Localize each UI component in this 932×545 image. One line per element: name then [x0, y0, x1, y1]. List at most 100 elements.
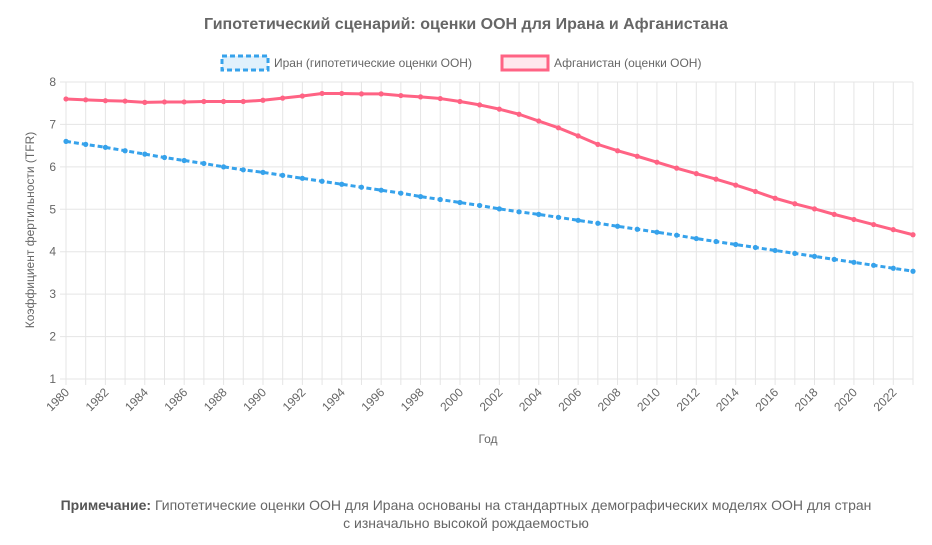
- x-tick-label: 2018: [792, 385, 821, 414]
- data-point[interactable]: [142, 151, 148, 157]
- data-point[interactable]: [674, 165, 680, 171]
- data-point[interactable]: [890, 227, 896, 233]
- data-point[interactable]: [398, 92, 404, 99]
- data-point[interactable]: [220, 98, 227, 105]
- data-point[interactable]: [299, 93, 305, 99]
- x-tick-label: 1982: [83, 385, 112, 414]
- data-point[interactable]: [555, 214, 562, 220]
- legend[interactable]: Иран (гипотетические оценки ООН) Афганис…: [220, 54, 701, 72]
- data-point[interactable]: [122, 98, 128, 104]
- x-tick-label: 2010: [634, 385, 663, 414]
- data-point[interactable]: [102, 144, 108, 150]
- data-point[interactable]: [693, 235, 699, 242]
- data-point[interactable]: [63, 96, 69, 102]
- data-point[interactable]: [575, 133, 581, 139]
- data-point[interactable]: [713, 176, 719, 182]
- data-point[interactable]: [654, 229, 660, 235]
- chart-title: Гипотетический сценарий: оценки ООН для …: [204, 16, 728, 33]
- data-point[interactable]: [811, 253, 818, 259]
- data-point[interactable]: [378, 91, 384, 97]
- data-point[interactable]: [752, 244, 759, 251]
- data-point[interactable]: [457, 199, 463, 206]
- data-point[interactable]: [772, 195, 778, 201]
- data-point[interactable]: [181, 99, 187, 105]
- data-point[interactable]: [201, 98, 207, 105]
- data-point[interactable]: [614, 148, 621, 154]
- data-point[interactable]: [792, 250, 798, 257]
- data-point[interactable]: [122, 148, 128, 154]
- data-point[interactable]: [417, 94, 424, 100]
- data-point[interactable]: [871, 262, 877, 268]
- legend-item-iran[interactable]: Иран (гипотетические оценки ООН): [220, 54, 472, 72]
- data-point[interactable]: [693, 171, 699, 177]
- data-point[interactable]: [536, 118, 542, 124]
- data-point[interactable]: [161, 154, 168, 161]
- data-point[interactable]: [851, 259, 857, 265]
- data-point[interactable]: [713, 238, 719, 245]
- data-point[interactable]: [260, 169, 266, 175]
- data-point[interactable]: [260, 97, 266, 103]
- data-point[interactable]: [339, 181, 345, 187]
- series: [63, 90, 916, 274]
- x-tick-label: 1990: [240, 385, 269, 414]
- data-point[interactable]: [516, 111, 522, 117]
- data-point[interactable]: [654, 159, 660, 165]
- data-point[interactable]: [102, 98, 108, 104]
- data-point[interactable]: [614, 223, 621, 229]
- data-point[interactable]: [358, 91, 365, 97]
- x-tick-label: 1994: [319, 385, 348, 414]
- data-point[interactable]: [733, 241, 739, 248]
- data-point[interactable]: [575, 217, 581, 223]
- x-tick-label: 2020: [831, 385, 860, 414]
- data-point[interactable]: [437, 196, 443, 203]
- data-point[interactable]: [339, 90, 345, 97]
- data-point[interactable]: [142, 99, 148, 105]
- data-point[interactable]: [220, 164, 227, 170]
- data-point[interactable]: [417, 193, 424, 200]
- legend-item-afghanistan[interactable]: Афганистан (оценки ООН): [500, 54, 701, 72]
- data-point[interactable]: [555, 125, 562, 131]
- data-point[interactable]: [181, 157, 187, 164]
- data-point[interactable]: [83, 97, 89, 103]
- data-point[interactable]: [83, 141, 89, 147]
- data-point[interactable]: [477, 202, 483, 209]
- data-point[interactable]: [851, 216, 857, 223]
- data-point[interactable]: [299, 175, 305, 181]
- data-point[interactable]: [161, 99, 168, 105]
- data-point[interactable]: [319, 178, 325, 184]
- data-point[interactable]: [595, 141, 601, 147]
- data-point[interactable]: [240, 98, 246, 105]
- data-point[interactable]: [457, 98, 463, 105]
- data-point[interactable]: [733, 182, 739, 188]
- data-point[interactable]: [358, 184, 365, 190]
- data-point[interactable]: [910, 268, 916, 274]
- data-point[interactable]: [831, 211, 837, 217]
- data-point[interactable]: [634, 153, 640, 159]
- data-point[interactable]: [477, 102, 483, 108]
- data-point[interactable]: [811, 206, 818, 212]
- data-point[interactable]: [437, 95, 443, 102]
- data-point[interactable]: [792, 201, 798, 207]
- data-point[interactable]: [516, 209, 522, 215]
- data-point[interactable]: [240, 167, 246, 173]
- data-point[interactable]: [890, 265, 896, 271]
- data-point[interactable]: [201, 160, 207, 167]
- data-point[interactable]: [280, 172, 286, 178]
- data-point[interactable]: [910, 232, 916, 238]
- data-point[interactable]: [674, 232, 680, 238]
- data-point[interactable]: [871, 221, 877, 228]
- data-point[interactable]: [496, 106, 502, 112]
- data-point[interactable]: [280, 95, 286, 101]
- data-point[interactable]: [595, 220, 601, 226]
- data-point[interactable]: [63, 138, 69, 144]
- data-point[interactable]: [831, 256, 837, 262]
- x-tick-label: 1992: [280, 385, 309, 414]
- data-point[interactable]: [752, 188, 759, 195]
- data-point[interactable]: [634, 226, 640, 232]
- data-point[interactable]: [772, 247, 778, 254]
- data-point[interactable]: [378, 187, 384, 193]
- data-point[interactable]: [319, 90, 325, 97]
- data-point[interactable]: [398, 190, 404, 196]
- data-point[interactable]: [536, 211, 542, 217]
- data-point[interactable]: [496, 206, 502, 212]
